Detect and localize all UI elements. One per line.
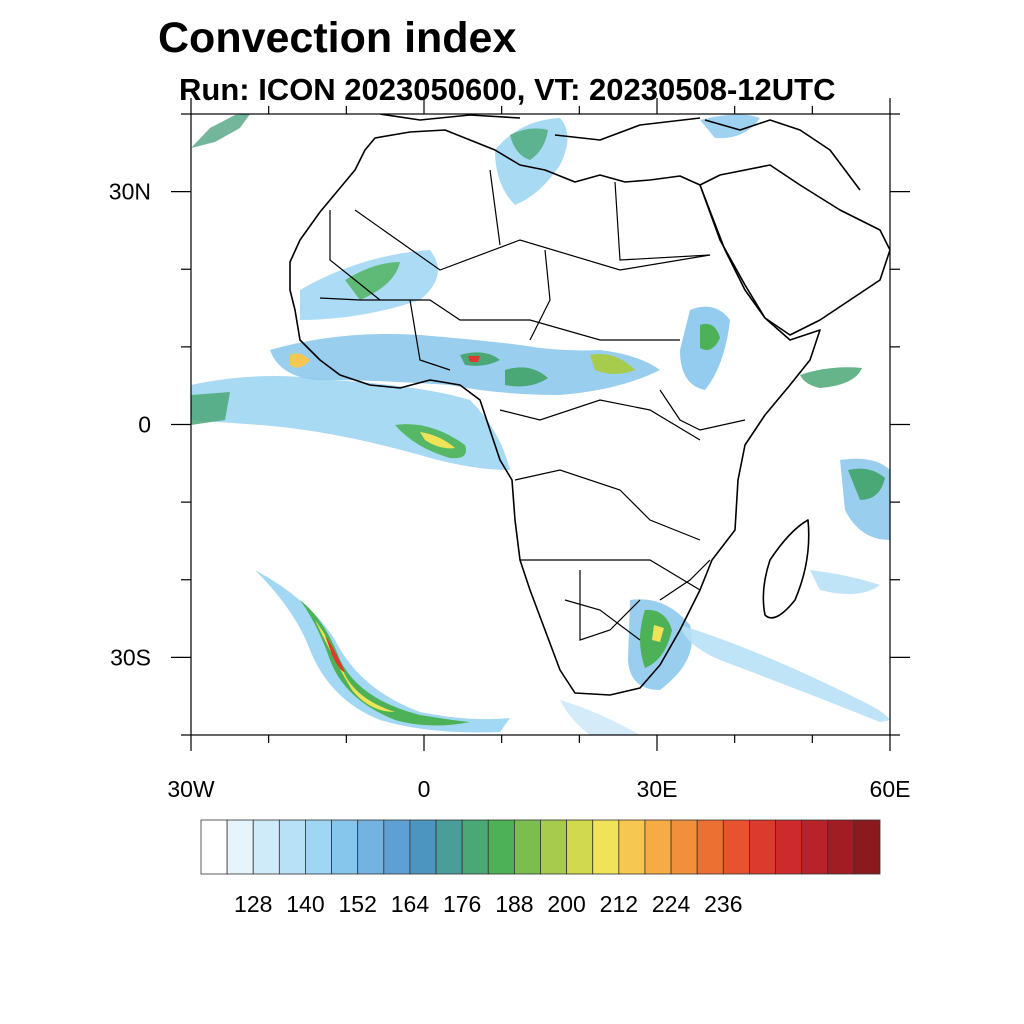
colorbar [200, 819, 881, 875]
colorbar-swatch [461, 819, 489, 875]
colorbar-label: 236 [704, 891, 742, 917]
colorbar-swatch [775, 819, 803, 875]
y-axis-labels: 30N 0 30S [109, 179, 151, 671]
country-borders [319, 169, 746, 641]
x-axis-labels: 30W 0 30E 60E [167, 776, 910, 802]
y-tick-label: 30S [110, 644, 151, 670]
colorbar-swatch [827, 819, 855, 875]
colorbar-label: 128 [234, 891, 272, 917]
colorbar-swatch [801, 819, 829, 875]
x-tick-label: 30W [167, 776, 215, 802]
coastlines [289, 114, 890, 696]
y-tick-label: 30N [109, 179, 151, 205]
colorbar-swatch [226, 819, 254, 875]
colorbar-label: 164 [391, 891, 430, 917]
colorbar-swatch [200, 819, 228, 875]
colorbar-swatch [853, 819, 881, 875]
colorbar-swatch [540, 819, 568, 875]
colorbar-swatch [383, 819, 411, 875]
colorbar-swatch [435, 819, 463, 875]
colorbar-swatch [305, 819, 332, 875]
colorbar-label: 152 [339, 891, 377, 917]
convection-field [191, 114, 890, 735]
map-title: Convection index [158, 14, 517, 62]
colorbar-swatch [618, 819, 646, 875]
y-tick-label: 0 [138, 412, 151, 438]
colorbar-swatch [749, 819, 776, 875]
x-tick-label: 0 [418, 776, 431, 802]
colorbar-swatch [278, 819, 306, 875]
x-tick-label: 60E [870, 776, 911, 802]
colorbar-swatch [644, 819, 672, 875]
colorbar-swatch [513, 819, 541, 875]
colorbar-swatch [252, 819, 280, 875]
colorbar-label: 176 [443, 891, 481, 917]
colorbar-swatch [357, 819, 385, 875]
colorbar-swatch [487, 819, 515, 875]
colorbar-labels: 128 140 152 164 176 188 200 212 224 236 [234, 891, 742, 917]
colorbar-label: 188 [495, 891, 533, 917]
colorbar-label: 212 [600, 891, 638, 917]
map-subtitle: Run: ICON 2023050600, VT: 20230508-12UTC [179, 72, 836, 107]
colorbar-swatch [696, 819, 724, 875]
colorbar-swatch [566, 819, 594, 875]
colorbar-swatch [409, 819, 437, 875]
axis-ticks [171, 98, 910, 751]
colorbar-swatch [331, 819, 359, 875]
colorbar-swatch [592, 819, 620, 875]
colorbar-label: 224 [652, 891, 691, 917]
colorbar-swatch [670, 819, 698, 875]
colorbar-label: 200 [547, 891, 585, 917]
colorbar-label: 140 [286, 891, 324, 917]
x-tick-label: 30E [637, 776, 678, 802]
colorbar-swatch [722, 819, 750, 875]
